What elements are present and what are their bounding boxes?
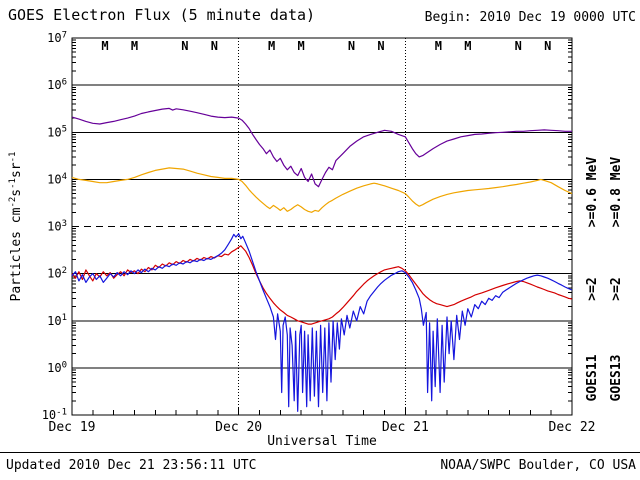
x-tick-label: Dec 22 xyxy=(549,420,596,435)
x-tick-label: Dec 19 xyxy=(49,420,96,435)
y-tick-label: 107 xyxy=(47,30,67,45)
plot-border xyxy=(71,37,573,416)
trace-goes13-2-mev xyxy=(71,245,573,325)
y-tick-label: 105 xyxy=(47,125,67,140)
satellite-marker-N: N xyxy=(544,39,551,53)
legend-energy-label-goes11: >=0.6 MeV xyxy=(585,157,600,228)
y-tick-label: 106 xyxy=(47,78,67,93)
page-title: GOES Electron Flux (5 minute data) xyxy=(8,6,316,24)
begin-timestamp: Begin: 2010 Dec 19 0000 UTC xyxy=(424,10,636,25)
x-axis-label: Universal Time xyxy=(267,434,377,449)
y-tick-label: 102 xyxy=(47,266,67,281)
footer-divider xyxy=(0,452,640,453)
satellite-marker-M: M xyxy=(298,39,305,53)
y-axis-label: Particles cm-2s-1sr-1 xyxy=(8,152,24,302)
updated-timestamp: Updated 2010 Dec 21 23:56:11 UTC xyxy=(6,458,257,473)
legend-satellite-label-goes11: GOES11 xyxy=(585,354,600,401)
satellite-marker-M: M xyxy=(131,39,138,53)
legend-mev2-label-goes13: >=2 xyxy=(609,277,624,300)
satellite-marker-N: N xyxy=(211,39,218,53)
legend-satellite-label-goes13: GOES13 xyxy=(609,355,624,402)
y-tick-label: 103 xyxy=(47,219,67,234)
x-tick-label: Dec 20 xyxy=(215,420,262,435)
credit-label: NOAA/SWPC Boulder, CO USA xyxy=(440,458,636,473)
trace-goes13-0.8-mev xyxy=(71,107,572,188)
satellite-marker-N: N xyxy=(515,39,522,53)
satellite-marker-M: M xyxy=(435,39,442,53)
legend-mev2-label-goes11: >=2 xyxy=(585,277,600,300)
satellite-marker-M: M xyxy=(101,39,108,53)
x-tick-label: Dec 21 xyxy=(382,420,429,435)
legend-energy-label-goes13: >=0.8 MeV xyxy=(609,157,624,228)
y-tick-label: 104 xyxy=(47,172,67,187)
y-tick-label: 100 xyxy=(47,360,67,375)
satellite-marker-N: N xyxy=(348,39,355,53)
satellite-marker-M: M xyxy=(268,39,275,53)
y-tick-label: 101 xyxy=(47,313,67,328)
satellite-marker-M: M xyxy=(464,39,471,53)
y-tick-label: 10-1 xyxy=(42,407,67,422)
satellite-marker-N: N xyxy=(181,39,188,53)
satellite-marker-N: N xyxy=(377,39,384,53)
trace-goes11-0.6-mev xyxy=(71,167,573,213)
trace-goes11-2-mev xyxy=(71,233,573,412)
axis-ticks xyxy=(72,39,572,415)
